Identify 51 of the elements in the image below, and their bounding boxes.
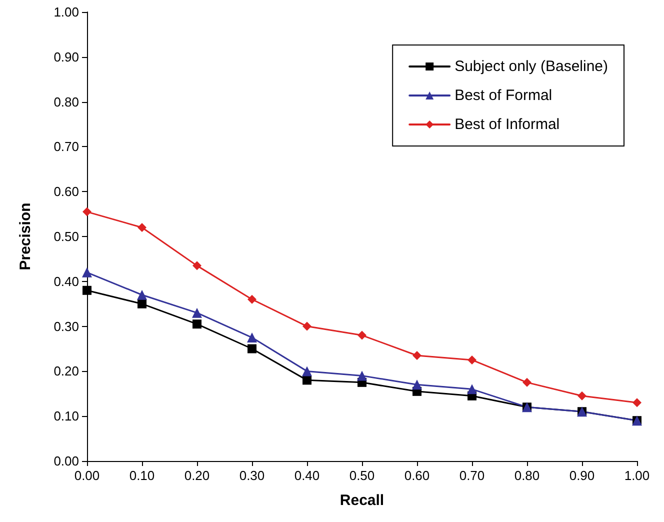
point	[82, 267, 92, 278]
y-tick-label: 0.80	[54, 94, 79, 110]
point	[138, 223, 146, 232]
x-tick-label: 0.90	[569, 468, 595, 483]
point	[247, 332, 257, 343]
point	[192, 320, 202, 329]
x-axis-title: Recall	[340, 492, 384, 509]
x-tick-label: 0.20	[184, 468, 210, 483]
point	[632, 398, 642, 408]
x-tick-label: 0.50	[349, 468, 375, 483]
point	[468, 355, 476, 364]
point	[412, 350, 422, 360]
point	[357, 370, 367, 381]
y-tick-label: 0.40	[54, 274, 79, 289]
point	[82, 207, 92, 216]
point	[248, 294, 256, 304]
x-tick-label: 0.60	[404, 468, 430, 483]
point	[192, 308, 202, 318]
y-axis-title: Precision	[17, 202, 34, 270]
point	[302, 376, 312, 385]
x-tick-label: 0.40	[294, 468, 320, 483]
point	[467, 384, 477, 394]
y-tick-label: 0.90	[54, 49, 79, 64]
y-tick-label: 0.10	[54, 408, 79, 424]
point	[302, 366, 312, 376]
point	[82, 286, 92, 295]
x-tick-label: 0.00	[74, 468, 100, 483]
y-tick-label: 0.30	[54, 318, 79, 334]
x-tick-label: 1.00	[624, 468, 650, 483]
y-tick-label: 1.00	[54, 4, 79, 20]
point	[138, 299, 146, 308]
point	[578, 391, 586, 400]
y-tick-label: 0.50	[54, 229, 79, 244]
point	[522, 378, 532, 387]
point	[302, 322, 312, 331]
legend-label: Subject only (Baseline)	[454, 58, 608, 75]
point	[192, 261, 202, 270]
y-tick-label: 0.70	[54, 139, 79, 154]
y-tick-label: 0.00	[54, 454, 79, 468]
point	[137, 290, 147, 300]
legend-label: Best of Formal	[454, 87, 552, 104]
x-tick-label: 0.30	[239, 468, 265, 483]
point	[248, 344, 256, 354]
x-tick-label: 0.70	[459, 468, 485, 483]
point	[358, 330, 366, 340]
legend-label: Best of Informal	[454, 116, 560, 133]
y-tick-label: 0.20	[54, 364, 79, 379]
point	[412, 380, 422, 390]
x-tick-label: 0.80	[514, 468, 540, 483]
x-tick-label: 0.10	[129, 468, 155, 483]
y-tick-label: 0.60	[54, 184, 79, 200]
